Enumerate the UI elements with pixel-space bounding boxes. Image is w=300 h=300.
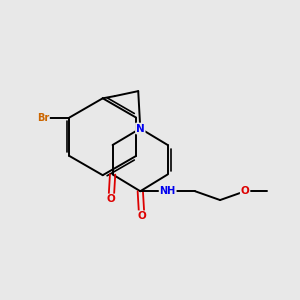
Text: O: O: [137, 211, 146, 221]
Text: Br: Br: [37, 112, 49, 122]
Text: N: N: [136, 124, 145, 134]
Text: O: O: [107, 194, 116, 205]
Text: O: O: [241, 186, 250, 196]
Text: NH: NH: [160, 186, 176, 196]
